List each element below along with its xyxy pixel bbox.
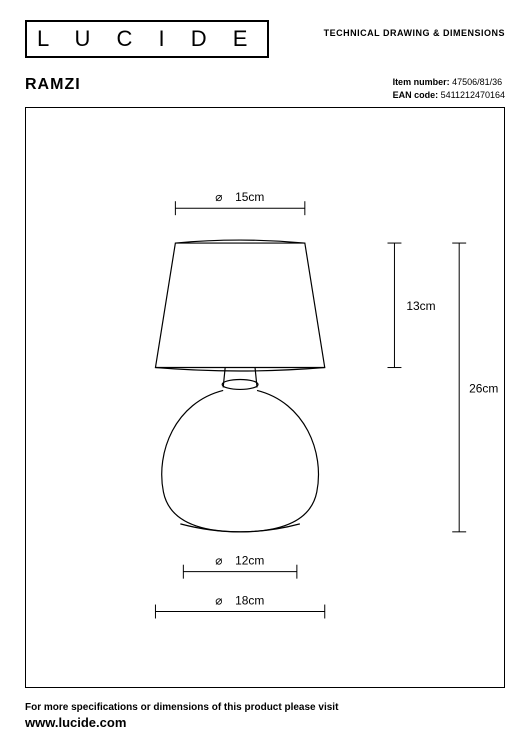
dim-shade-bottom-label: 18cm bbox=[235, 594, 264, 608]
lamp-base bbox=[162, 391, 319, 532]
base-bottom-edge bbox=[180, 524, 299, 532]
ean-value: 5411212470164 bbox=[441, 90, 505, 100]
ean-label: EAN code: bbox=[393, 90, 439, 100]
product-name: RAMZI bbox=[25, 76, 81, 94]
footer: For more specifications or dimensions of… bbox=[25, 702, 505, 730]
dim-shade-top-label: 15cm bbox=[235, 190, 264, 204]
lamp-shade bbox=[155, 243, 324, 367]
dim-total-height bbox=[452, 243, 466, 532]
item-number-value: 47506/81/36 bbox=[452, 77, 502, 87]
technical-drawing: ⌀ 15cm 13cm 26cm ⌀ 12cm bbox=[26, 108, 504, 687]
diameter-icon: ⌀ bbox=[215, 554, 222, 568]
footer-url: www.lucide.com bbox=[25, 715, 505, 730]
diameter-icon: ⌀ bbox=[215, 190, 222, 204]
item-info: Item number: 47506/81/36 EAN code: 54112… bbox=[393, 76, 505, 101]
header: L U C I D E TECHNICAL DRAWING & DIMENSIO… bbox=[25, 20, 505, 58]
drawing-frame: ⌀ 15cm 13cm 26cm ⌀ 12cm bbox=[25, 107, 505, 688]
dim-shade-height-label: 13cm bbox=[406, 299, 435, 313]
doc-type-label: TECHNICAL DRAWING & DIMENSIONS bbox=[324, 20, 505, 38]
dim-total-height-label: 26cm bbox=[469, 382, 498, 396]
subheader: RAMZI Item number: 47506/81/36 EAN code:… bbox=[25, 76, 505, 101]
item-number-label: Item number: bbox=[393, 77, 450, 87]
neck-ring bbox=[222, 380, 258, 390]
dim-shade-height bbox=[387, 243, 401, 367]
brand-logo: L U C I D E bbox=[25, 20, 269, 58]
footer-text: For more specifications or dimensions of… bbox=[25, 702, 338, 713]
dim-base-diameter-label: 12cm bbox=[235, 554, 264, 568]
diameter-icon: ⌀ bbox=[215, 594, 222, 608]
